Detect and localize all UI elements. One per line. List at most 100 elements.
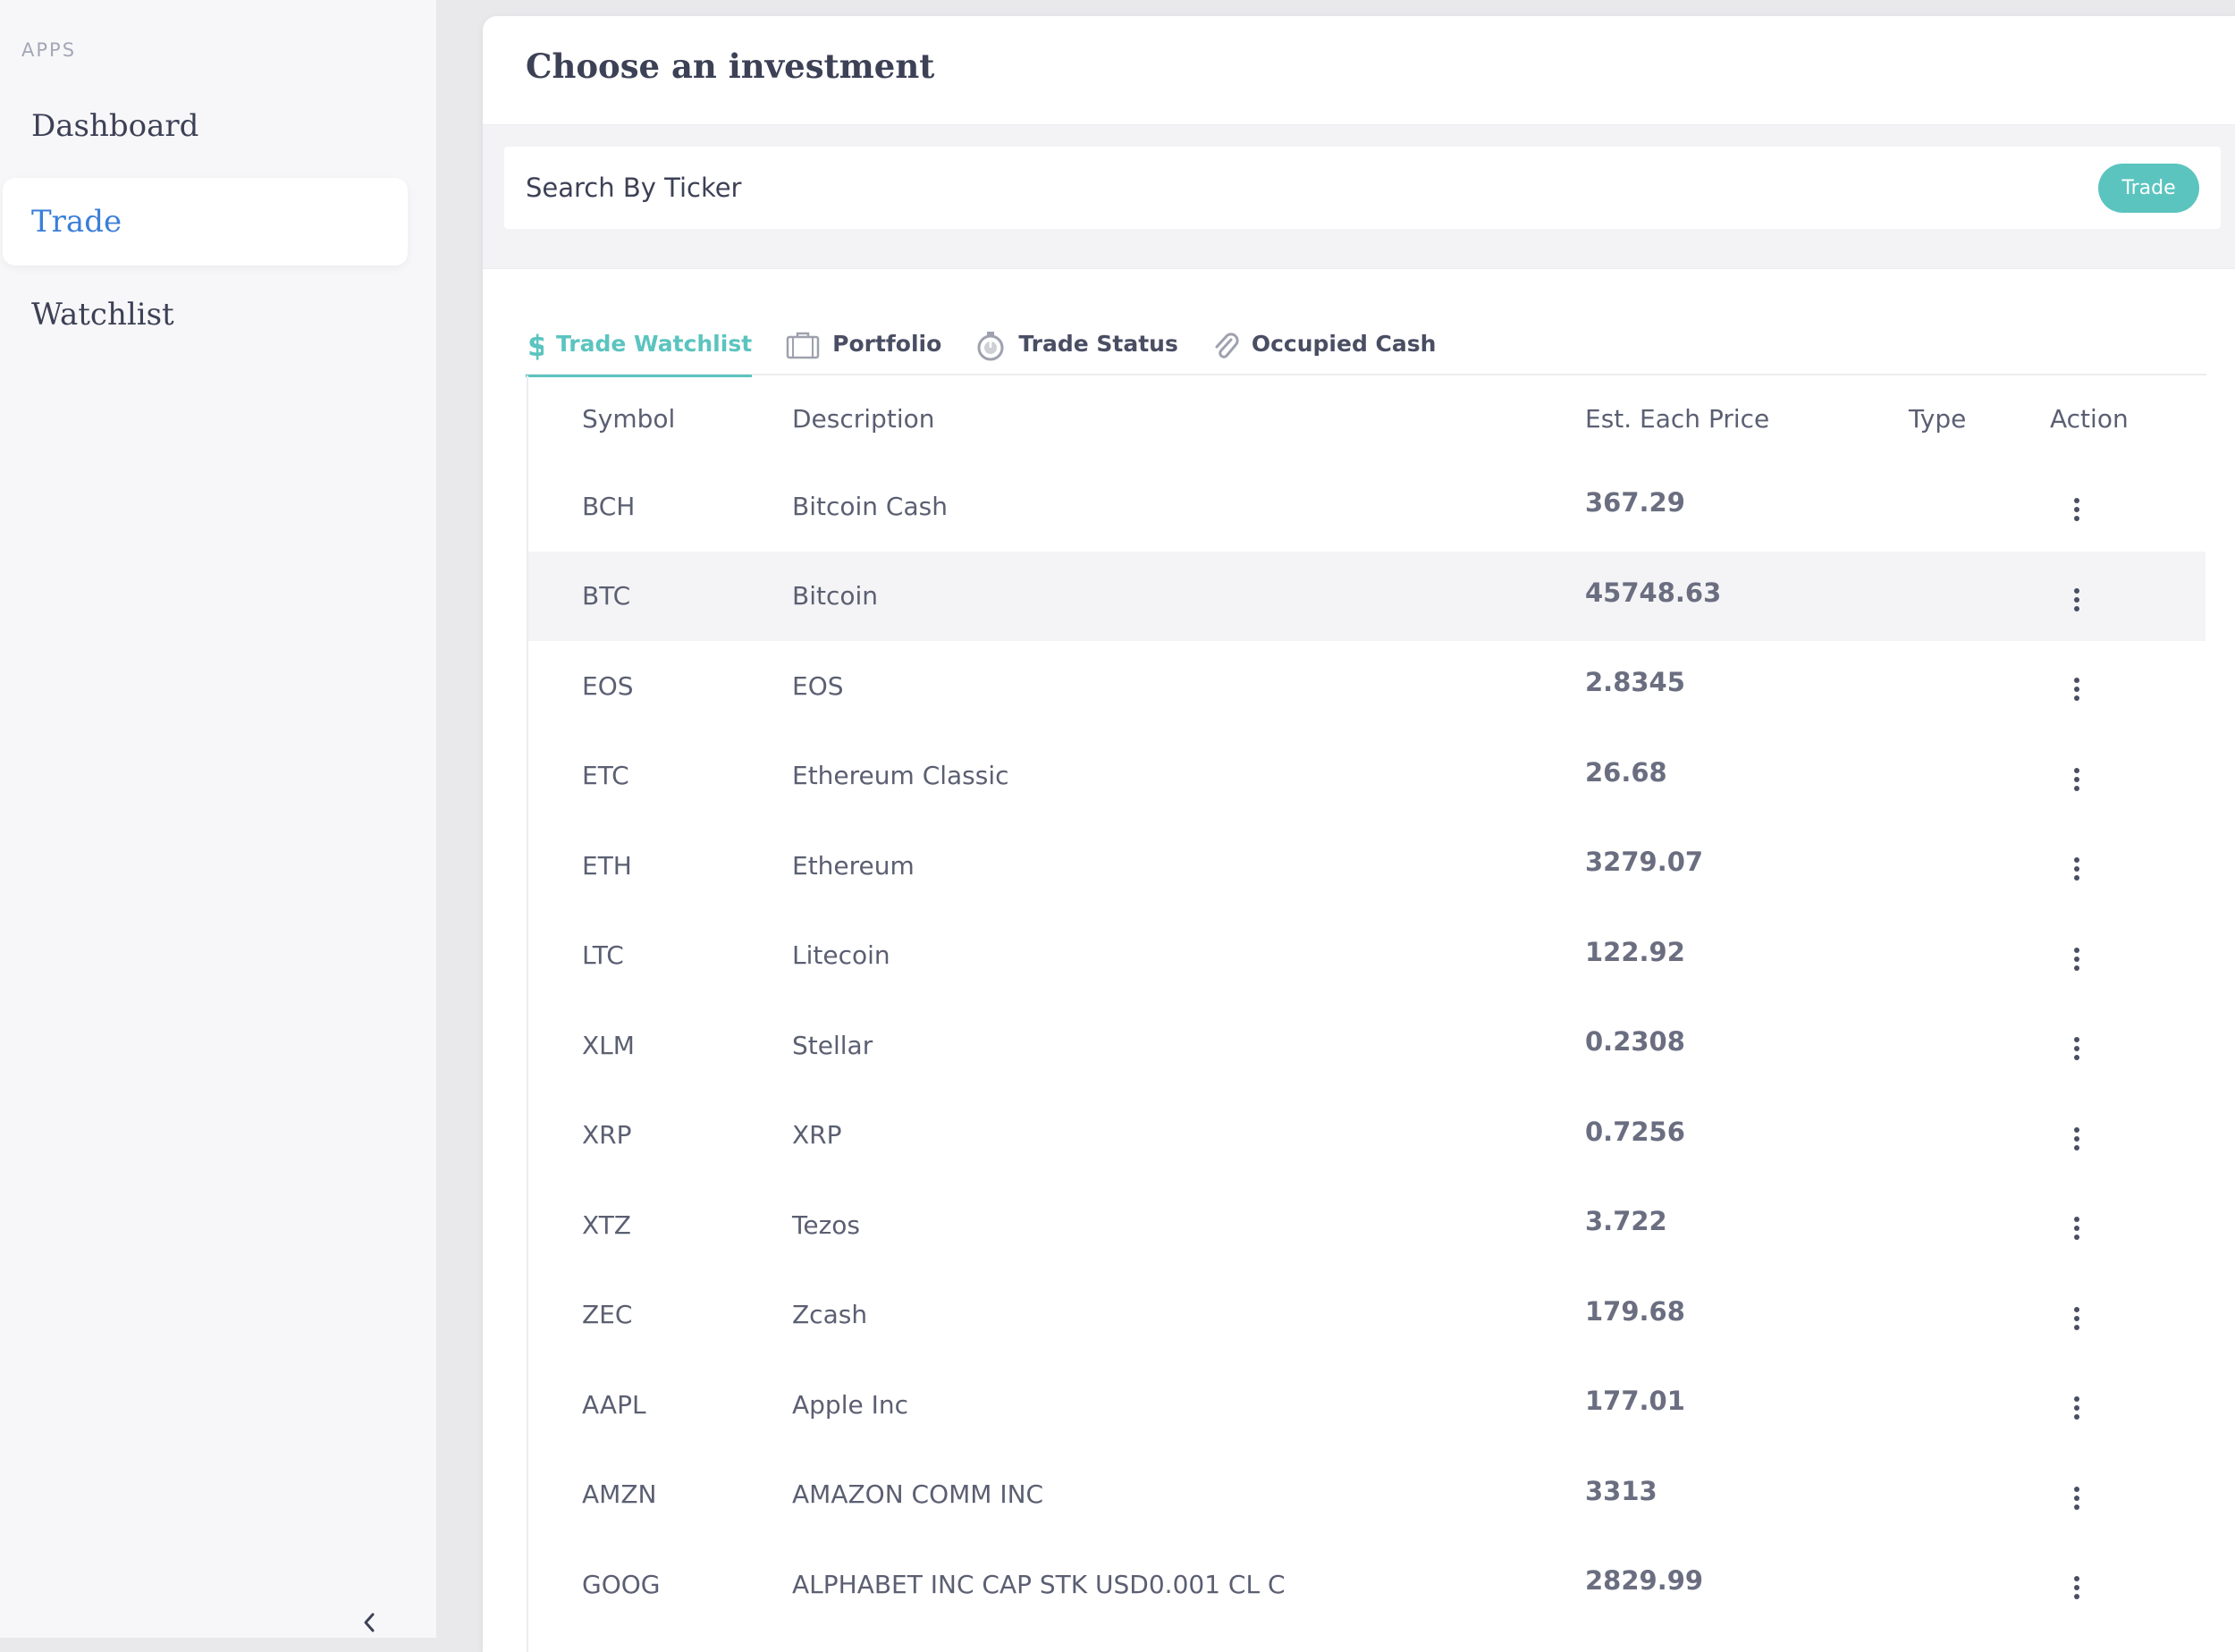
cell-action: [2050, 821, 2205, 911]
search-box: Trade: [504, 147, 2221, 229]
more-options-icon[interactable]: [2059, 1117, 2095, 1161]
table-row[interactable]: XLM Stellar 0.2308: [528, 1000, 2205, 1091]
cell-type: [1909, 461, 2050, 552]
tab-label: Occupied Cash: [1251, 331, 1437, 357]
cell-action: [2050, 731, 2205, 822]
cell-symbol: BTC: [528, 551, 792, 641]
cell-symbol: XLM: [582, 1030, 635, 1060]
cell-price: 0.2308: [1585, 1026, 1685, 1058]
cell-type: [1909, 1360, 2050, 1450]
column-header-type[interactable]: Type: [1909, 403, 1967, 434]
cell-type: [1909, 821, 2050, 911]
cell-price: 45748.63: [1585, 551, 1909, 641]
more-options-icon[interactable]: [2059, 487, 2095, 532]
table-row[interactable]: ZEC Zcash 179.68: [528, 1270, 2205, 1361]
more-options-icon[interactable]: [2059, 937, 2095, 982]
column-header-price[interactable]: Est. Each Price: [1585, 403, 1770, 434]
table-row[interactable]: BTC Bitcoin 45748.63: [528, 551, 2205, 641]
cell-price: 122.92: [1585, 936, 1685, 967]
cell-description: ALPHABET INC CAP STK USD0.001 CL C: [792, 1569, 1286, 1599]
cell-symbol: AAPL: [582, 1389, 646, 1420]
dollar-icon: $: [526, 331, 544, 361]
cell-price: 177.01: [1585, 1386, 1685, 1417]
search-bar: Trade: [483, 124, 2235, 269]
table-row[interactable]: BCH Bitcoin Cash 367.29: [528, 461, 2205, 552]
tab-label: Portfolio: [832, 331, 942, 357]
more-options-icon[interactable]: [2059, 1296, 2095, 1341]
cell-symbol: BCH: [582, 491, 636, 521]
table-row[interactable]: GOOG ALPHABET INC CAP STK USD0.001 CL C 28…: [528, 1539, 2205, 1630]
cell-description: Zcash: [792, 1300, 868, 1330]
cell-action: [2050, 1180, 2205, 1270]
chevron-left-icon: [364, 1613, 375, 1632]
table-row[interactable]: LTC Litecoin 122.92: [528, 911, 2205, 1001]
svg-text:$: $: [527, 331, 544, 361]
tab-occupied-cash[interactable]: Occupied Cash: [1212, 311, 1437, 375]
page-title: Choose an investment: [526, 46, 935, 86]
trade-button[interactable]: Trade: [2098, 164, 2199, 213]
cell-action: [2050, 1539, 2205, 1630]
cell-description: Tezos: [792, 1210, 860, 1240]
cell-description: Stellar: [792, 1030, 873, 1060]
sidebar-item-trade[interactable]: Trade: [3, 178, 408, 266]
cell-description: Apple Inc: [792, 1389, 909, 1420]
cell-symbol: XRP: [582, 1120, 632, 1150]
cell-description: XRP: [792, 1120, 842, 1150]
cell-description: Ethereum Classic: [792, 761, 1009, 791]
table-row[interactable]: AAPL Apple Inc 177.01: [528, 1360, 2205, 1450]
cell-action: [2050, 551, 2205, 641]
tab-bar: $ Trade Watchlist Portfolio: [526, 311, 2206, 377]
cell-symbol: GOOG: [582, 1569, 661, 1599]
cell-action: [2050, 1270, 2205, 1361]
tab-portfolio[interactable]: Portfolio: [786, 311, 941, 375]
more-options-icon[interactable]: [2059, 1026, 2095, 1071]
cell-action: [2050, 641, 2205, 731]
cell-description: Ethereum: [792, 850, 915, 881]
cell-price: 2829.99: [1585, 1565, 1704, 1597]
sidebar-item-watchlist[interactable]: Watchlist: [3, 271, 408, 358]
more-options-icon[interactable]: [2059, 847, 2095, 891]
more-options-icon[interactable]: [2059, 1206, 2095, 1251]
cell-price: 3279.07: [1585, 847, 1704, 878]
table-header-row: Symbol Description Est. Each Price Type …: [528, 375, 2205, 461]
sidebar-item-dashboard[interactable]: Dashboard: [3, 82, 408, 170]
cell-type: [1909, 731, 2050, 822]
table-row[interactable]: AMZN AMAZON COMM INC 3313: [528, 1450, 2205, 1540]
more-options-icon[interactable]: [2059, 1565, 2095, 1610]
watchlist-table: Symbol Description Est. Each Price Type …: [527, 375, 2205, 1652]
cell-type: [1909, 1091, 2050, 1181]
cell-type: [1909, 641, 2050, 731]
column-header-description[interactable]: Description: [792, 403, 935, 434]
cell-description: Bitcoin: [792, 551, 1585, 641]
tab-trade-watchlist[interactable]: $ Trade Watchlist: [526, 311, 753, 377]
table-row[interactable]: EOS EOS 2.8345: [528, 641, 2205, 731]
cell-symbol: ZEC: [582, 1300, 633, 1330]
cell-action: [2050, 1360, 2205, 1450]
collapse-sidebar-button[interactable]: [356, 1609, 383, 1636]
cell-price: 367.29: [1585, 487, 1685, 518]
more-options-icon[interactable]: [2059, 757, 2095, 802]
sidebar-section-label: APPS: [21, 39, 77, 61]
sidebar-item-label: Dashboard: [31, 108, 199, 144]
table-row[interactable]: ETH Ethereum 3279.07: [528, 821, 2205, 911]
more-options-icon[interactable]: [2059, 1386, 2095, 1430]
more-options-icon[interactable]: [2059, 1476, 2095, 1521]
tab-label: Trade Status: [1018, 331, 1178, 357]
briefcase-icon: [786, 331, 820, 359]
cell-type: [1909, 551, 2050, 641]
more-options-icon[interactable]: [2059, 577, 2095, 622]
cell-type: [1909, 1180, 2050, 1270]
table-row[interactable]: ETC Ethereum Classic 26.68: [528, 731, 2205, 822]
cell-price: 3.722: [1585, 1206, 1667, 1237]
cell-price: 26.68: [1585, 756, 1667, 788]
more-options-icon[interactable]: [2059, 667, 2095, 712]
table-row[interactable]: XTZ Tezos 3.722: [528, 1180, 2205, 1270]
tab-label: Trade Watchlist: [556, 331, 753, 357]
column-header-symbol[interactable]: Symbol: [582, 403, 676, 434]
tab-trade-status[interactable]: Trade Status: [975, 311, 1178, 375]
cell-symbol: ETH: [582, 850, 632, 881]
table-row[interactable]: XRP XRP 0.7256: [528, 1091, 2205, 1181]
cell-price: 179.68: [1585, 1295, 1685, 1327]
search-input[interactable]: [504, 147, 2096, 229]
cell-type: [1909, 911, 2050, 1001]
